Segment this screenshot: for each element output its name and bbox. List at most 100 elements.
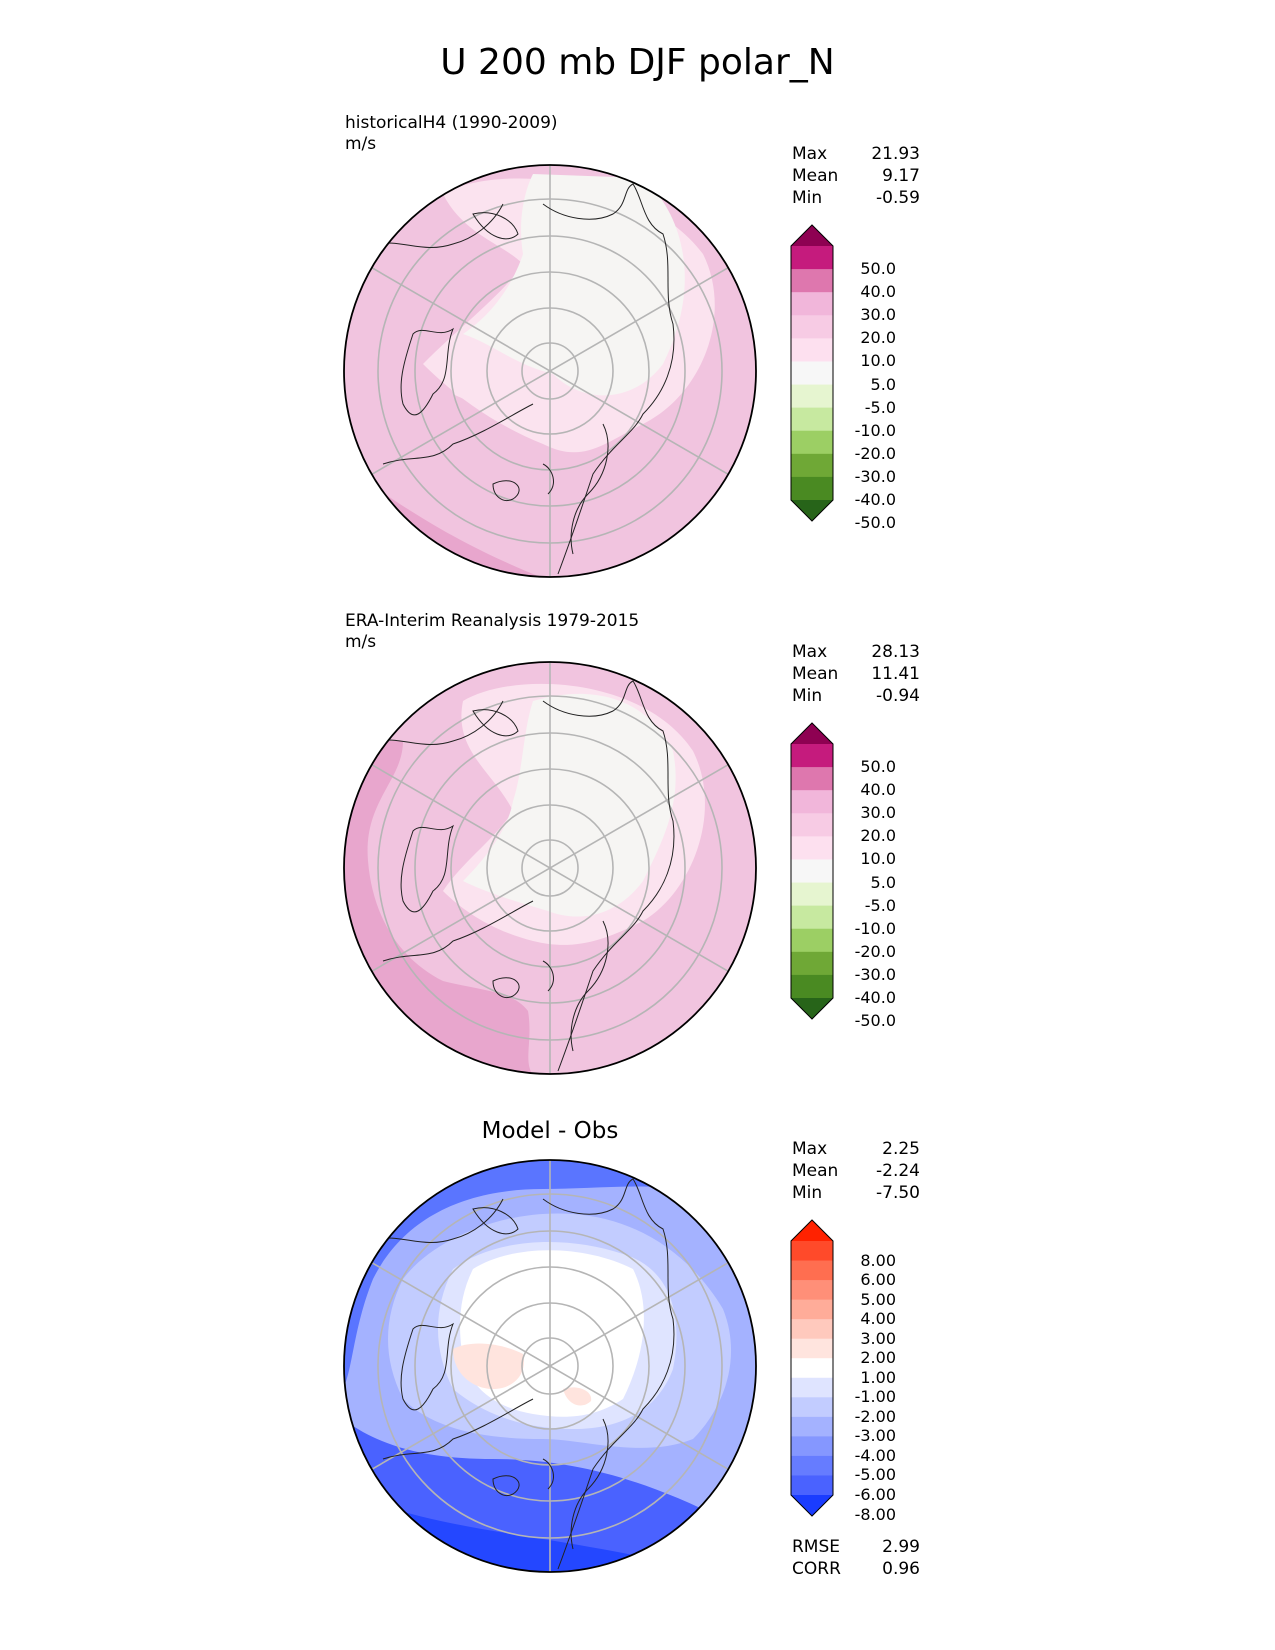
map-boundary xyxy=(343,661,757,1075)
colorbar-tick-label: 30.0 xyxy=(860,305,896,325)
rmse-value: 2.99 xyxy=(882,1537,920,1557)
colorbar-tick-label: -5.0 xyxy=(864,397,896,417)
colorbar-tick-label: 1.00 xyxy=(860,1367,896,1387)
colorbar-segment xyxy=(791,430,833,455)
stat-label: Min xyxy=(792,188,823,208)
colorbar-tick-label: -20.0 xyxy=(854,443,896,463)
colorbar-segment xyxy=(791,1280,833,1301)
map-field-white xyxy=(463,174,685,396)
colorbar-tick-label: -4.00 xyxy=(854,1445,896,1465)
obs-polar-map xyxy=(343,661,757,1075)
colorbar-tick-label: 4.00 xyxy=(860,1309,896,1329)
metric-label: RMSE xyxy=(792,1537,841,1557)
colorbar-outline xyxy=(790,224,834,522)
diff-colorbar xyxy=(790,1219,834,1517)
colorbar-segment xyxy=(791,1377,833,1398)
colorbar-segment xyxy=(791,1397,833,1418)
colorbar-segment xyxy=(791,1319,833,1340)
obs-units: m/s xyxy=(345,632,377,652)
model-units: m/s xyxy=(345,134,377,154)
stat-min-value: -0.94 xyxy=(876,686,920,706)
map-field-near-zero xyxy=(460,1250,644,1417)
obs-stats: Max 28.13 Mean 11.41 Min -0.94 xyxy=(792,641,920,707)
colorbar-segment xyxy=(791,744,833,768)
colorbar-segment xyxy=(791,453,833,478)
colorbar-segment xyxy=(791,315,833,339)
colorbar-tick-label: -2.00 xyxy=(854,1406,896,1426)
colorbar-segment xyxy=(791,1241,833,1262)
obs-colorbar-ticks: 50.0 40.0 30.0 20.0 10.0 5.0 -5.0 -10.0 -20.0 -30… xyxy=(836,722,896,1030)
colorbar-tick-label: 50.0 xyxy=(860,757,896,777)
diff-title: Model - Obs xyxy=(481,1118,619,1144)
colorbar-segment xyxy=(791,384,833,409)
stat-label: Min xyxy=(792,686,823,706)
colorbar-segment xyxy=(791,974,833,999)
colorbar-segment xyxy=(791,928,833,953)
colorbar-svg xyxy=(790,722,834,1020)
colorbar-tick-label: 5.00 xyxy=(860,1289,896,1309)
diff-stats: Max 2.25 Mean -2.24 Min -7.50 xyxy=(792,1138,920,1204)
colorbar-tick-label: 3.00 xyxy=(860,1328,896,1348)
colorbar-segment xyxy=(791,1455,833,1476)
stat-mean-value: 11.41 xyxy=(871,664,920,684)
colorbar-segment xyxy=(791,476,833,501)
colorbar-tick-label: 20.0 xyxy=(860,826,896,846)
colorbar-segment xyxy=(791,905,833,930)
colorbar-tick-label: 40.0 xyxy=(860,282,896,302)
map-field-pos xyxy=(453,1343,524,1389)
colorbar-segment xyxy=(791,1416,833,1437)
colorbar-tick-label: -20.0 xyxy=(854,941,896,961)
colorbar-segment xyxy=(791,836,833,860)
colorbar-tick-label: -8.00 xyxy=(854,1504,896,1524)
colorbar-tick-label: -1.00 xyxy=(854,1387,896,1407)
colorbar-segment xyxy=(791,407,833,432)
colorbar-tick-label: -6.00 xyxy=(854,1485,896,1504)
colorbar-segment xyxy=(791,1299,833,1320)
colorbar-tick-label: -40.0 xyxy=(854,988,896,1007)
stat-label: Max xyxy=(792,1139,828,1159)
colorbar-tick-label: 2.00 xyxy=(860,1348,896,1368)
colorbar-tick-label: 10.0 xyxy=(860,849,896,869)
colorbar-segment xyxy=(791,790,833,814)
stat-max-value: 21.93 xyxy=(871,144,920,164)
stat-max-value: 28.13 xyxy=(871,642,920,662)
colorbar-tick-label: 5.0 xyxy=(870,374,896,394)
colorbar-segment xyxy=(791,882,833,907)
colorbar-tick-label: -30.0 xyxy=(854,964,896,984)
colorbar-tick-label: -50.0 xyxy=(854,513,896,533)
colorbar-segment xyxy=(791,1495,833,1516)
colorbar-segment xyxy=(791,225,833,246)
colorbar-segment xyxy=(791,767,833,791)
stat-label: Min xyxy=(792,1183,823,1203)
stat-mean-value: 9.17 xyxy=(882,166,920,186)
colorbar-segment xyxy=(791,1338,833,1359)
colorbar-segment xyxy=(791,723,833,744)
colorbar-segment xyxy=(791,813,833,837)
corr-value: 0.96 xyxy=(882,1559,920,1579)
colorbar-svg xyxy=(790,1219,834,1517)
colorbar-svg xyxy=(790,224,834,522)
colorbar-segment xyxy=(791,1220,833,1241)
colorbar-segment xyxy=(791,246,833,270)
stat-mean-value: -2.24 xyxy=(876,1161,920,1181)
obs-title: ERA-Interim Reanalysis 1979-2015 xyxy=(345,611,640,631)
map-field-light xyxy=(443,362,543,413)
colorbar-segment xyxy=(791,859,833,884)
colorbar-segment xyxy=(791,1436,833,1457)
colorbar-tick-label: -5.0 xyxy=(864,895,896,915)
diff-colorbar-ticks: 8.00 6.00 5.00 4.00 3.00 2.00 1.00 -1.00 -2.00 -3… xyxy=(836,1219,896,1523)
colorbar-tick-label: -10.0 xyxy=(854,420,896,440)
map-coastlines xyxy=(372,680,675,1072)
stat-min-value: -0.59 xyxy=(876,188,920,208)
diff-polar-map xyxy=(343,1159,757,1573)
colorbar-segment xyxy=(791,998,833,1019)
diff-metrics: RMSE 2.99 CORR 0.96 xyxy=(792,1536,920,1580)
colorbar-tick-label: -5.00 xyxy=(854,1465,896,1485)
map-field-pos xyxy=(563,1387,592,1406)
colorbar-tick-label: -3.00 xyxy=(854,1426,896,1446)
colorbar-tick-label: -10.0 xyxy=(854,918,896,938)
colorbar-segment xyxy=(791,338,833,362)
panel-title-obs: ERA-Interim Reanalysis 1979-2015 m/s xyxy=(345,611,639,653)
map-boundary xyxy=(343,164,757,578)
colorbar-tick-label: 5.0 xyxy=(870,872,896,892)
